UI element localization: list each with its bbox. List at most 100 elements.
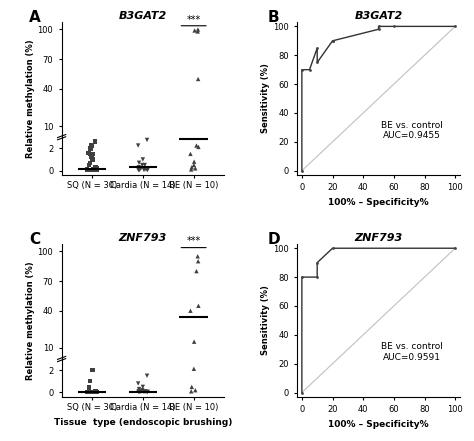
Point (85, 167, 93, 174)
Point (144, 389, 151, 396)
Point (85, 383, 93, 390)
Point (187, 166, 195, 173)
Point (91, 164, 99, 171)
Point (137, 389, 145, 396)
Y-axis label: Sensitivity (%): Sensitivity (%) (261, 64, 270, 134)
Point (87, 167, 95, 174)
Point (90, 150, 97, 157)
Point (191, 158, 198, 165)
Point (88, 389, 95, 396)
Point (90, 389, 97, 396)
Point (88, 154, 95, 161)
Point (141, 161, 148, 168)
Point (141, 388, 148, 395)
Point (188, 164, 196, 171)
X-axis label: 100% – Specificity%: 100% – Specificity% (328, 420, 429, 429)
Text: A: A (29, 10, 41, 25)
Y-axis label: Relative methylation (%): Relative methylation (%) (26, 261, 35, 380)
Point (190, 161, 198, 168)
Point (191, 27, 199, 34)
Text: C: C (29, 232, 40, 247)
Y-axis label: Sensitivity (%): Sensitivity (%) (261, 285, 270, 355)
Point (139, 383, 146, 390)
Point (194, 26, 202, 33)
Point (135, 389, 142, 396)
Point (144, 166, 151, 173)
Point (88, 389, 95, 396)
Point (91, 388, 99, 395)
Point (139, 156, 146, 163)
Point (87, 389, 94, 396)
Point (89, 167, 97, 174)
Point (137, 165, 145, 172)
Point (89, 167, 97, 174)
Point (89, 389, 97, 396)
Point (86, 389, 94, 396)
Point (92, 389, 100, 396)
Point (93, 167, 100, 174)
Point (89, 389, 96, 396)
Point (91, 389, 99, 396)
Point (91, 389, 98, 396)
Point (134, 380, 142, 387)
Point (135, 164, 143, 171)
Text: ***: *** (187, 236, 201, 247)
Point (192, 142, 200, 149)
Point (89, 167, 96, 174)
Point (190, 365, 198, 372)
Point (85, 167, 92, 174)
Point (135, 159, 143, 166)
Point (192, 268, 200, 275)
Point (143, 372, 151, 379)
Point (85, 389, 92, 396)
Point (135, 385, 143, 392)
Point (138, 387, 146, 394)
Text: BE vs. control
AUC=0.9455: BE vs. control AUC=0.9455 (381, 120, 443, 140)
Point (93, 389, 100, 396)
Title: ZNF793: ZNF793 (119, 233, 167, 243)
Point (138, 161, 146, 168)
Point (87, 145, 94, 152)
Point (136, 389, 143, 396)
Point (91, 138, 99, 145)
Text: BE vs. control
AUC=0.9591: BE vs. control AUC=0.9591 (381, 343, 443, 362)
Point (83, 389, 91, 396)
Text: ***: *** (187, 15, 201, 25)
Text: D: D (268, 232, 281, 247)
Point (136, 167, 143, 174)
Point (142, 389, 150, 396)
Point (92, 167, 100, 174)
X-axis label: 100% – Specificity%: 100% – Specificity% (328, 198, 429, 207)
Point (93, 165, 100, 172)
Point (135, 167, 142, 174)
Point (85, 389, 92, 396)
Point (194, 28, 201, 35)
Point (85, 161, 93, 168)
Point (142, 166, 150, 173)
Point (195, 302, 202, 309)
Point (195, 143, 202, 150)
Point (85, 161, 93, 168)
Point (86, 159, 94, 166)
Point (85, 387, 92, 394)
Point (191, 387, 199, 394)
Y-axis label: Relative methylation (%): Relative methylation (%) (26, 39, 35, 158)
Point (187, 388, 195, 395)
Point (144, 167, 151, 174)
Point (91, 167, 98, 174)
Point (89, 389, 97, 396)
Title: ZNF793: ZNF793 (355, 233, 402, 243)
Point (135, 388, 143, 395)
Point (134, 142, 142, 149)
Point (85, 161, 92, 168)
Point (194, 253, 201, 260)
Point (87, 389, 95, 396)
Point (85, 167, 92, 174)
Point (85, 389, 92, 396)
Point (188, 383, 196, 390)
Point (91, 166, 98, 173)
Point (140, 167, 148, 174)
Point (194, 258, 202, 265)
Point (84, 167, 91, 174)
Point (86, 145, 94, 152)
